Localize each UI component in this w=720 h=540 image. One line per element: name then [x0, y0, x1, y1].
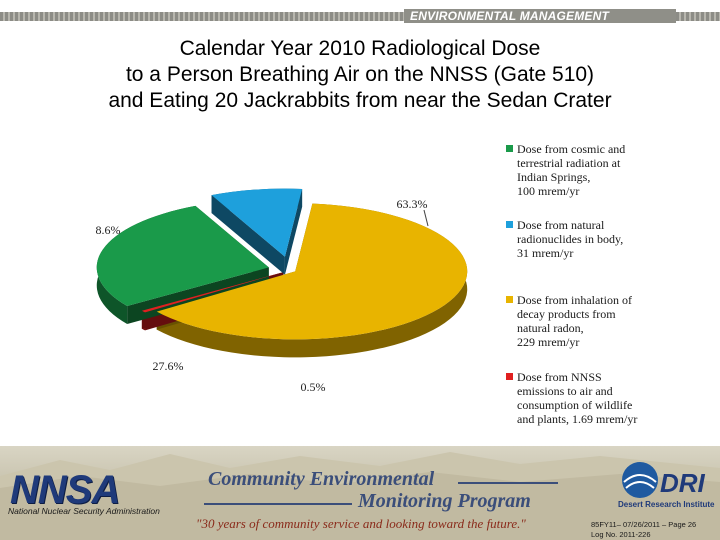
header-stripe	[0, 12, 404, 21]
legend-swatch-3	[506, 373, 513, 380]
program-banner: ENVIRONMENTAL MANAGEMENT PROGRAM	[404, 9, 676, 37]
pie-slice-3	[141, 272, 284, 313]
mountain-backdrop	[0, 452, 720, 540]
legend-swatch-0	[506, 145, 513, 152]
pie-slice-2	[156, 203, 468, 340]
legend-label-3: Dose from NNSS emissions to air and cons…	[517, 370, 638, 426]
pie-data-label-2: 63.3%	[397, 197, 428, 211]
slide-reference: 85FY11– 07/26/2011 – Page 26 Log No. 201…	[591, 520, 696, 540]
legend-swatch-1	[506, 221, 513, 228]
pie-data-label-3: 0.5%	[301, 380, 326, 394]
header-stripe-right	[676, 12, 720, 21]
pie-slice-wall-1-1	[284, 189, 303, 275]
title-line-1: Calendar Year 2010 Radiological Dose	[179, 37, 541, 60]
program-rule-2	[204, 503, 352, 505]
dri-subtitle: Desert Research Institute	[618, 500, 715, 509]
pie-data-label-0: 27.6%	[153, 359, 184, 373]
legend-label-0: Dose from cosmic and terrestrial radiati…	[517, 142, 626, 198]
pie-slice-0	[96, 205, 269, 307]
program-tagline: "30 years of community service and looki…	[196, 516, 526, 531]
title-line-3: and Eating 20 Jackrabbits from near the …	[108, 89, 612, 112]
nnsa-logo: NNSA	[10, 468, 120, 512]
dri-logo: DRI	[622, 462, 706, 498]
slide-reference-line-2: Log No. 2011-226	[591, 530, 651, 539]
chart-title: Calendar Year 2010 Radiological Dose to …	[40, 36, 680, 114]
nnsa-subtitle: National Nuclear Security Administration	[8, 506, 160, 516]
pie-chart: 27.6% 8.6% 63.3% 0.5%	[96, 188, 468, 394]
footer-banner: NNSA National Nuclear Security Administr…	[0, 446, 720, 540]
svg-text:DRI: DRI	[660, 468, 706, 498]
slide-reference-line-1: 85FY11– 07/26/2011 – Page 26	[591, 520, 697, 529]
legend-label-1: Dose from natural radionuclides in body,…	[517, 218, 624, 260]
program-title-line-1: Community Environmental	[208, 468, 435, 490]
pie-slice-1	[211, 188, 303, 257]
header-bar: ENVIRONMENTAL MANAGEMENT PROGRAM	[0, 0, 720, 37]
legend-swatch-2	[506, 296, 513, 303]
title-line-2: to a Person Breathing Air on the NNSS (G…	[125, 63, 595, 86]
legend-label-2: Dose from inhalation of decay products f…	[517, 293, 632, 349]
pie-leader-line	[423, 209, 429, 227]
program-title-line-2: Monitoring Program	[358, 490, 531, 512]
pie-data-label-1: 8.6%	[96, 223, 121, 237]
pie-slice-side-2	[156, 203, 468, 358]
pie-slice-wall-1-0	[211, 195, 285, 275]
program-rule-1	[458, 482, 558, 484]
